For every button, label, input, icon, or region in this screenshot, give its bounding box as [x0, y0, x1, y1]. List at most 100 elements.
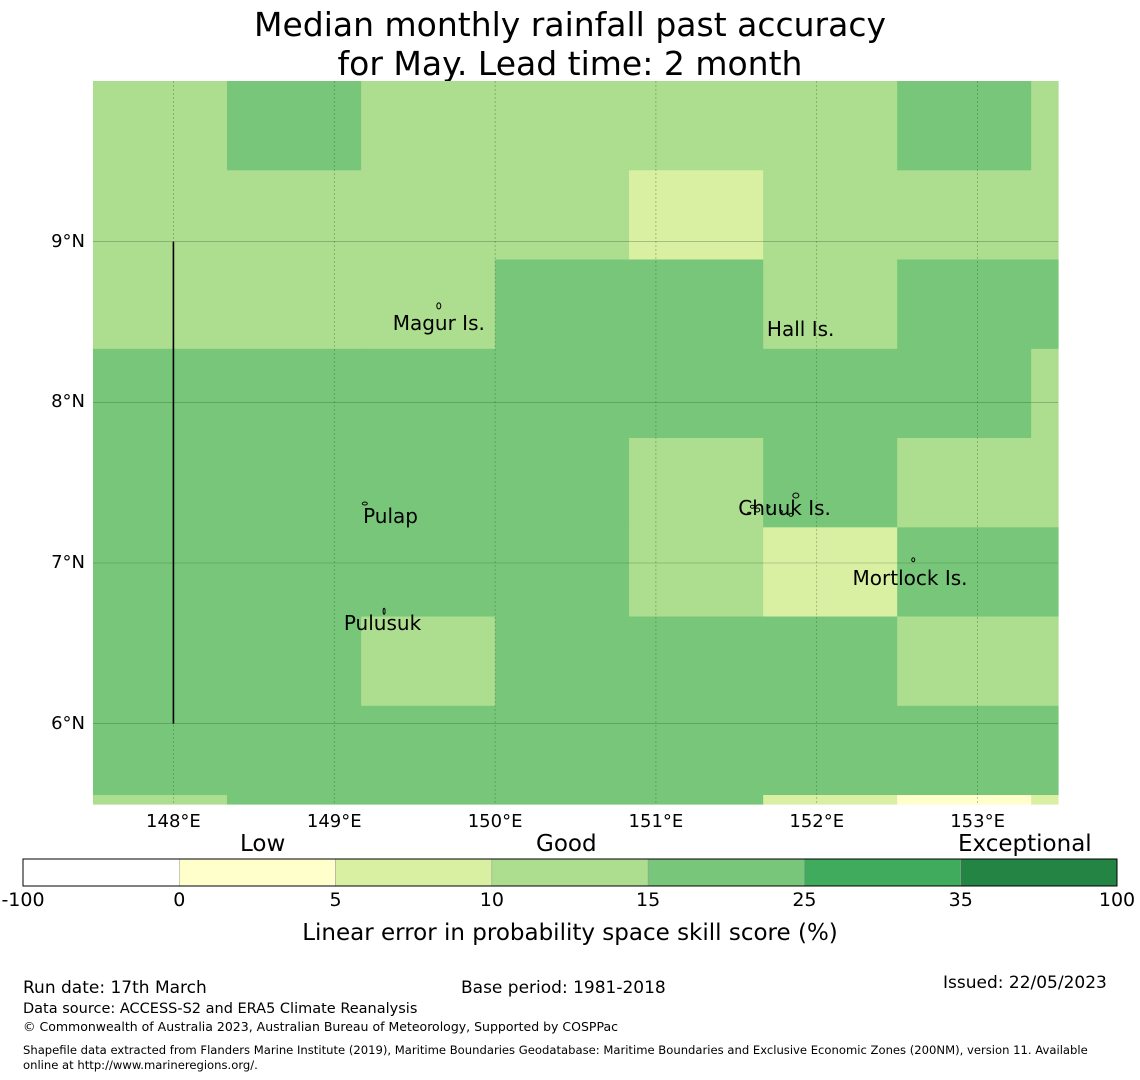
colorbar-tick-label: 5: [329, 889, 342, 911]
grid-cell: [93, 438, 228, 528]
grid-cell: [629, 527, 764, 618]
grid-cell: [226, 705, 362, 796]
grid-cell: [495, 616, 630, 707]
grid-cell: [226, 527, 362, 618]
island-outline: [766, 505, 771, 509]
grid-cell: [897, 527, 1032, 618]
colorbar: [22, 858, 1118, 887]
colorbar-tick-label: 35: [948, 889, 973, 911]
grid-cell: [897, 616, 1032, 707]
grid-cell: [629, 705, 764, 796]
grid-cell: [361, 616, 496, 707]
island-outline: [788, 512, 794, 517]
grid-cell: [629, 795, 764, 805]
graticule: [93, 81, 1058, 804]
latitude-label: 8°N: [51, 391, 85, 413]
grid-cell: [1031, 259, 1059, 350]
map-title-line-1: Median monthly rainfall past accuracy: [253, 5, 887, 44]
colorbar-tick-label: 0: [173, 889, 186, 911]
colorbar-tick-label: 10: [479, 889, 504, 911]
colorbar-segment: [335, 858, 493, 887]
grid-cell: [495, 81, 630, 171]
grid-cell: [361, 348, 496, 439]
grid-cell: [629, 438, 764, 528]
place-label: Chuuk Is.: [738, 495, 831, 520]
shapefile-credit-line-2: online at http://www.marineregions.org/.: [23, 1058, 258, 1072]
grid-cell: [763, 705, 898, 796]
place-label: Pulusuk: [343, 611, 422, 636]
grid-cell: [361, 438, 496, 528]
grid-cell: [629, 259, 764, 350]
grid-cell: [495, 259, 630, 350]
longitude-label: 150°E: [467, 811, 523, 832]
colorbar-segment: [647, 858, 805, 887]
grid-cell: [763, 259, 898, 350]
grid-cell: [495, 795, 630, 805]
longitude-label: 152°E: [789, 811, 845, 832]
grid-cell: [629, 81, 764, 171]
issued-date: Issued: 22/05/2023: [943, 973, 1107, 993]
grid-cell: [897, 348, 1032, 439]
grid-cell: [1031, 170, 1059, 261]
map-features: [172, 241, 916, 724]
grid-cell: [93, 705, 228, 796]
island-outline: [361, 501, 368, 506]
data-source: Data source: ACCESS-S2 and ERA5 Climate …: [23, 1001, 418, 1017]
place-label: Magur Is.: [392, 310, 485, 335]
grid-cell: [495, 527, 630, 618]
grid-cell: [495, 348, 630, 439]
grid-cell: [763, 438, 898, 528]
grid-cell: [93, 795, 228, 805]
grid-cell: [1031, 616, 1059, 707]
grid-cell: [1031, 348, 1059, 439]
grid-cell: [226, 348, 362, 439]
grid-cell: [361, 259, 496, 350]
grid-cell: [361, 170, 496, 261]
island-outline: [382, 607, 386, 615]
grid-cell: [495, 170, 630, 261]
longitude-label: 149°E: [306, 811, 362, 832]
grid-cell: [897, 259, 1032, 350]
latitude-label: 6°N: [51, 712, 85, 734]
grid-cell: [763, 527, 898, 618]
grid-cell: [897, 81, 1032, 171]
place-label: Mortlock Is.: [852, 566, 968, 591]
colorbar-segment: [491, 858, 649, 887]
island-outline: [792, 492, 800, 499]
grid-cell: [1031, 527, 1059, 618]
grid-cell: [226, 81, 362, 171]
grid-cell: [495, 705, 630, 796]
grid-cell: [897, 705, 1032, 796]
colorbar-segment: [960, 858, 1118, 887]
colorbar-axis-label: Linear error in probability space skill …: [302, 920, 838, 946]
longitude-label: 153°E: [950, 811, 1005, 832]
place-label: Pulap: [363, 503, 418, 528]
island-outline: [911, 557, 916, 563]
colorbar-tick-label: 25: [792, 889, 817, 911]
grid-cell: [361, 527, 496, 618]
latitude-label: 7°N: [51, 552, 85, 573]
grid-cell: [361, 795, 496, 805]
grid-cell: [897, 170, 1032, 261]
grid-cell: [93, 527, 228, 618]
grid-cell: [763, 795, 898, 805]
colorbar-tick-label: 100: [1098, 889, 1136, 911]
grid-cell: [93, 348, 228, 439]
grid-cell: [897, 795, 1032, 805]
colorbar-frame: [22, 858, 1118, 887]
latitude-label: 9°N: [51, 230, 85, 252]
island-outline: [754, 507, 761, 513]
island-outline: [749, 504, 755, 509]
colorbar-tick-label: 15: [636, 889, 661, 911]
colorbar-segment: [804, 858, 961, 887]
grid-cell: [629, 170, 764, 261]
grid-cell: [1031, 438, 1059, 528]
grid-cell: [1031, 705, 1059, 796]
run-date: Run date: 17th March: [23, 978, 207, 998]
longitude-label: 148°E: [146, 811, 201, 832]
longitude-label: 151°E: [628, 811, 684, 832]
colorbar-category-exceptional: Exceptional: [958, 831, 1092, 857]
skill-grid: [93, 81, 1059, 805]
grid-cell: [226, 170, 362, 261]
